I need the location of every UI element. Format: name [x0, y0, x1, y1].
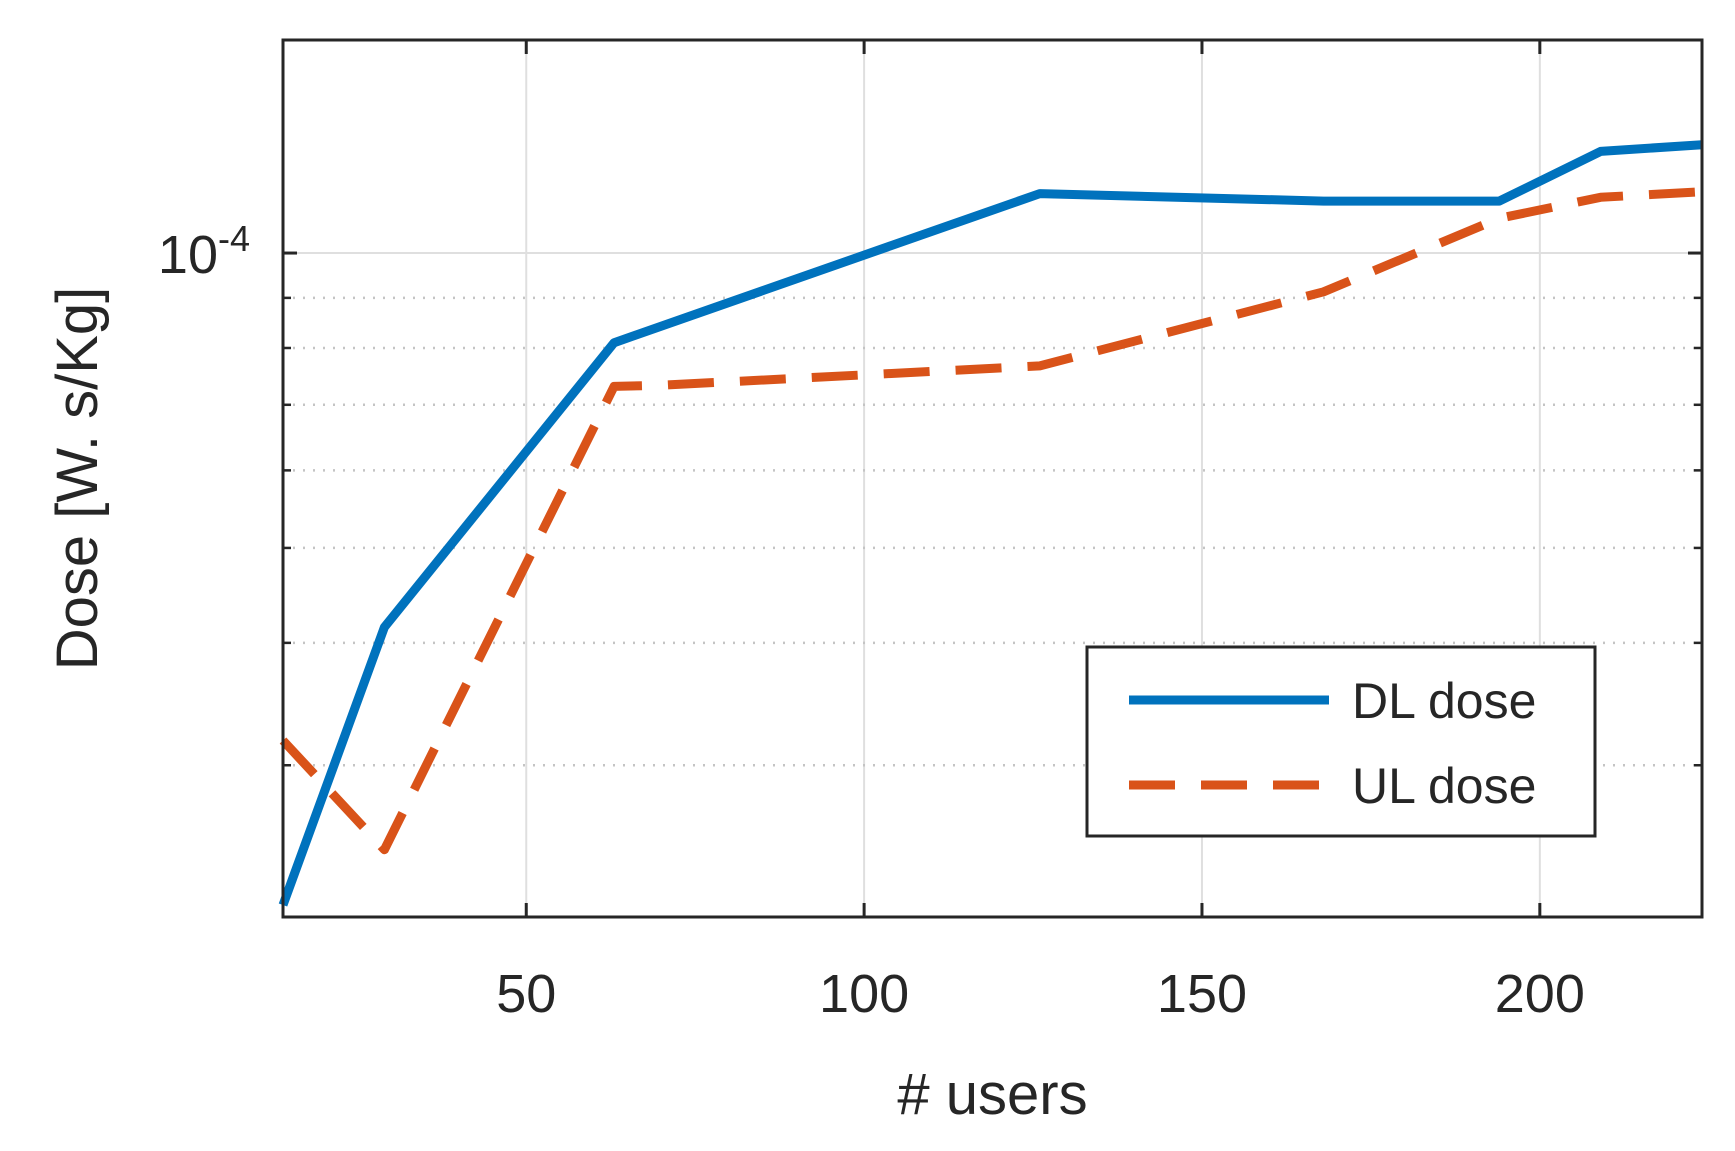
- series-layer: [278, 140, 1703, 907]
- x-tick-label: 200: [1495, 964, 1585, 1024]
- series-line-ul-dose: [279, 187, 1703, 855]
- series-line-dl-dose: [278, 140, 1703, 907]
- legend-box: [1085, 645, 1597, 838]
- x-tick-label: 50: [496, 964, 556, 1024]
- x-tick-label: 100: [819, 964, 909, 1024]
- axes-layer: 50 100 150 200 10 -4: [158, 38, 1704, 1024]
- legend-entry-label: UL dose: [1352, 758, 1536, 814]
- y-tick-label: 10 -4: [158, 218, 250, 285]
- y-axis-label: Dose [W. s/Kg]: [45, 287, 110, 671]
- legend-entry-label: DL dose: [1352, 673, 1536, 729]
- plot-frame: [281, 38, 1704, 919]
- legend: DL dose UL dose: [1085, 645, 1597, 838]
- x-axis-label: # users: [897, 1062, 1087, 1127]
- y-tick-label-base: 10: [158, 225, 218, 285]
- y-tick-label-exponent: -4: [218, 218, 250, 259]
- x-tick-label: 150: [1157, 964, 1247, 1024]
